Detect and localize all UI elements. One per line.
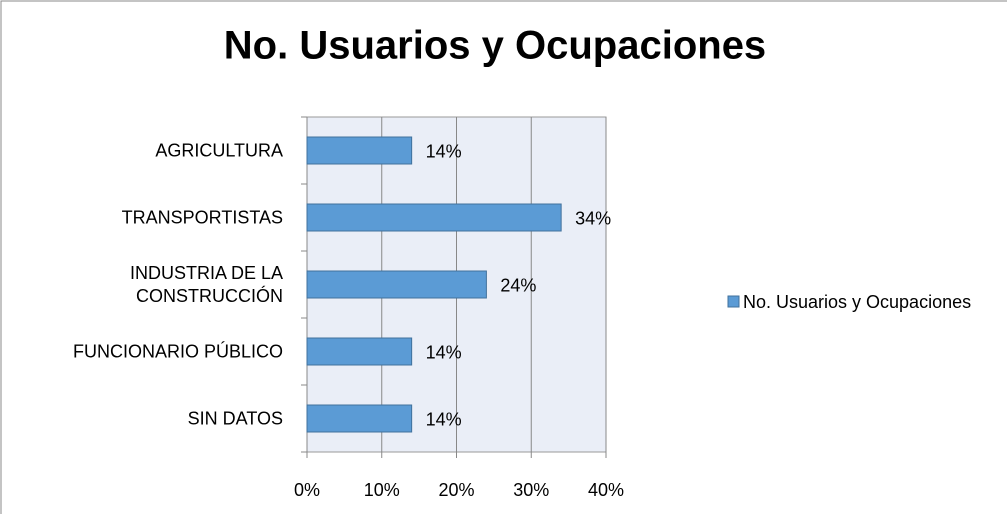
bar bbox=[306, 136, 413, 165]
data-label: 34% bbox=[575, 208, 611, 228]
y-tick-label: INDUSTRIA DE LA CONSTRUCCIÓN bbox=[129, 262, 283, 306]
bar bbox=[306, 337, 413, 366]
data-label: 24% bbox=[500, 275, 536, 295]
x-tick-label: 20% bbox=[438, 480, 474, 500]
x-tick-label: 40% bbox=[588, 480, 624, 500]
y-tick-label: FUNCIONARIO PÚBLICO bbox=[72, 341, 283, 361]
y-tick-label: TRANSPORTISTAS bbox=[121, 207, 283, 227]
x-tick-label: 10% bbox=[364, 480, 400, 500]
y-tick-label: AGRICULTURA bbox=[155, 140, 283, 160]
data-label: 14% bbox=[426, 141, 462, 161]
data-label: 14% bbox=[426, 409, 462, 429]
legend-swatch bbox=[727, 295, 740, 308]
bar bbox=[306, 270, 487, 299]
legend-label: No. Usuarios y Ocupaciones bbox=[743, 292, 971, 312]
bar bbox=[306, 404, 413, 433]
chart-title: No. Usuarios y Ocupaciones bbox=[224, 24, 766, 68]
x-tick-label: 0% bbox=[294, 480, 320, 500]
y-tick-label: SIN DATOS bbox=[187, 408, 283, 428]
data-label: 14% bbox=[426, 342, 462, 362]
bar bbox=[306, 203, 562, 232]
x-tick-label: 30% bbox=[513, 480, 549, 500]
